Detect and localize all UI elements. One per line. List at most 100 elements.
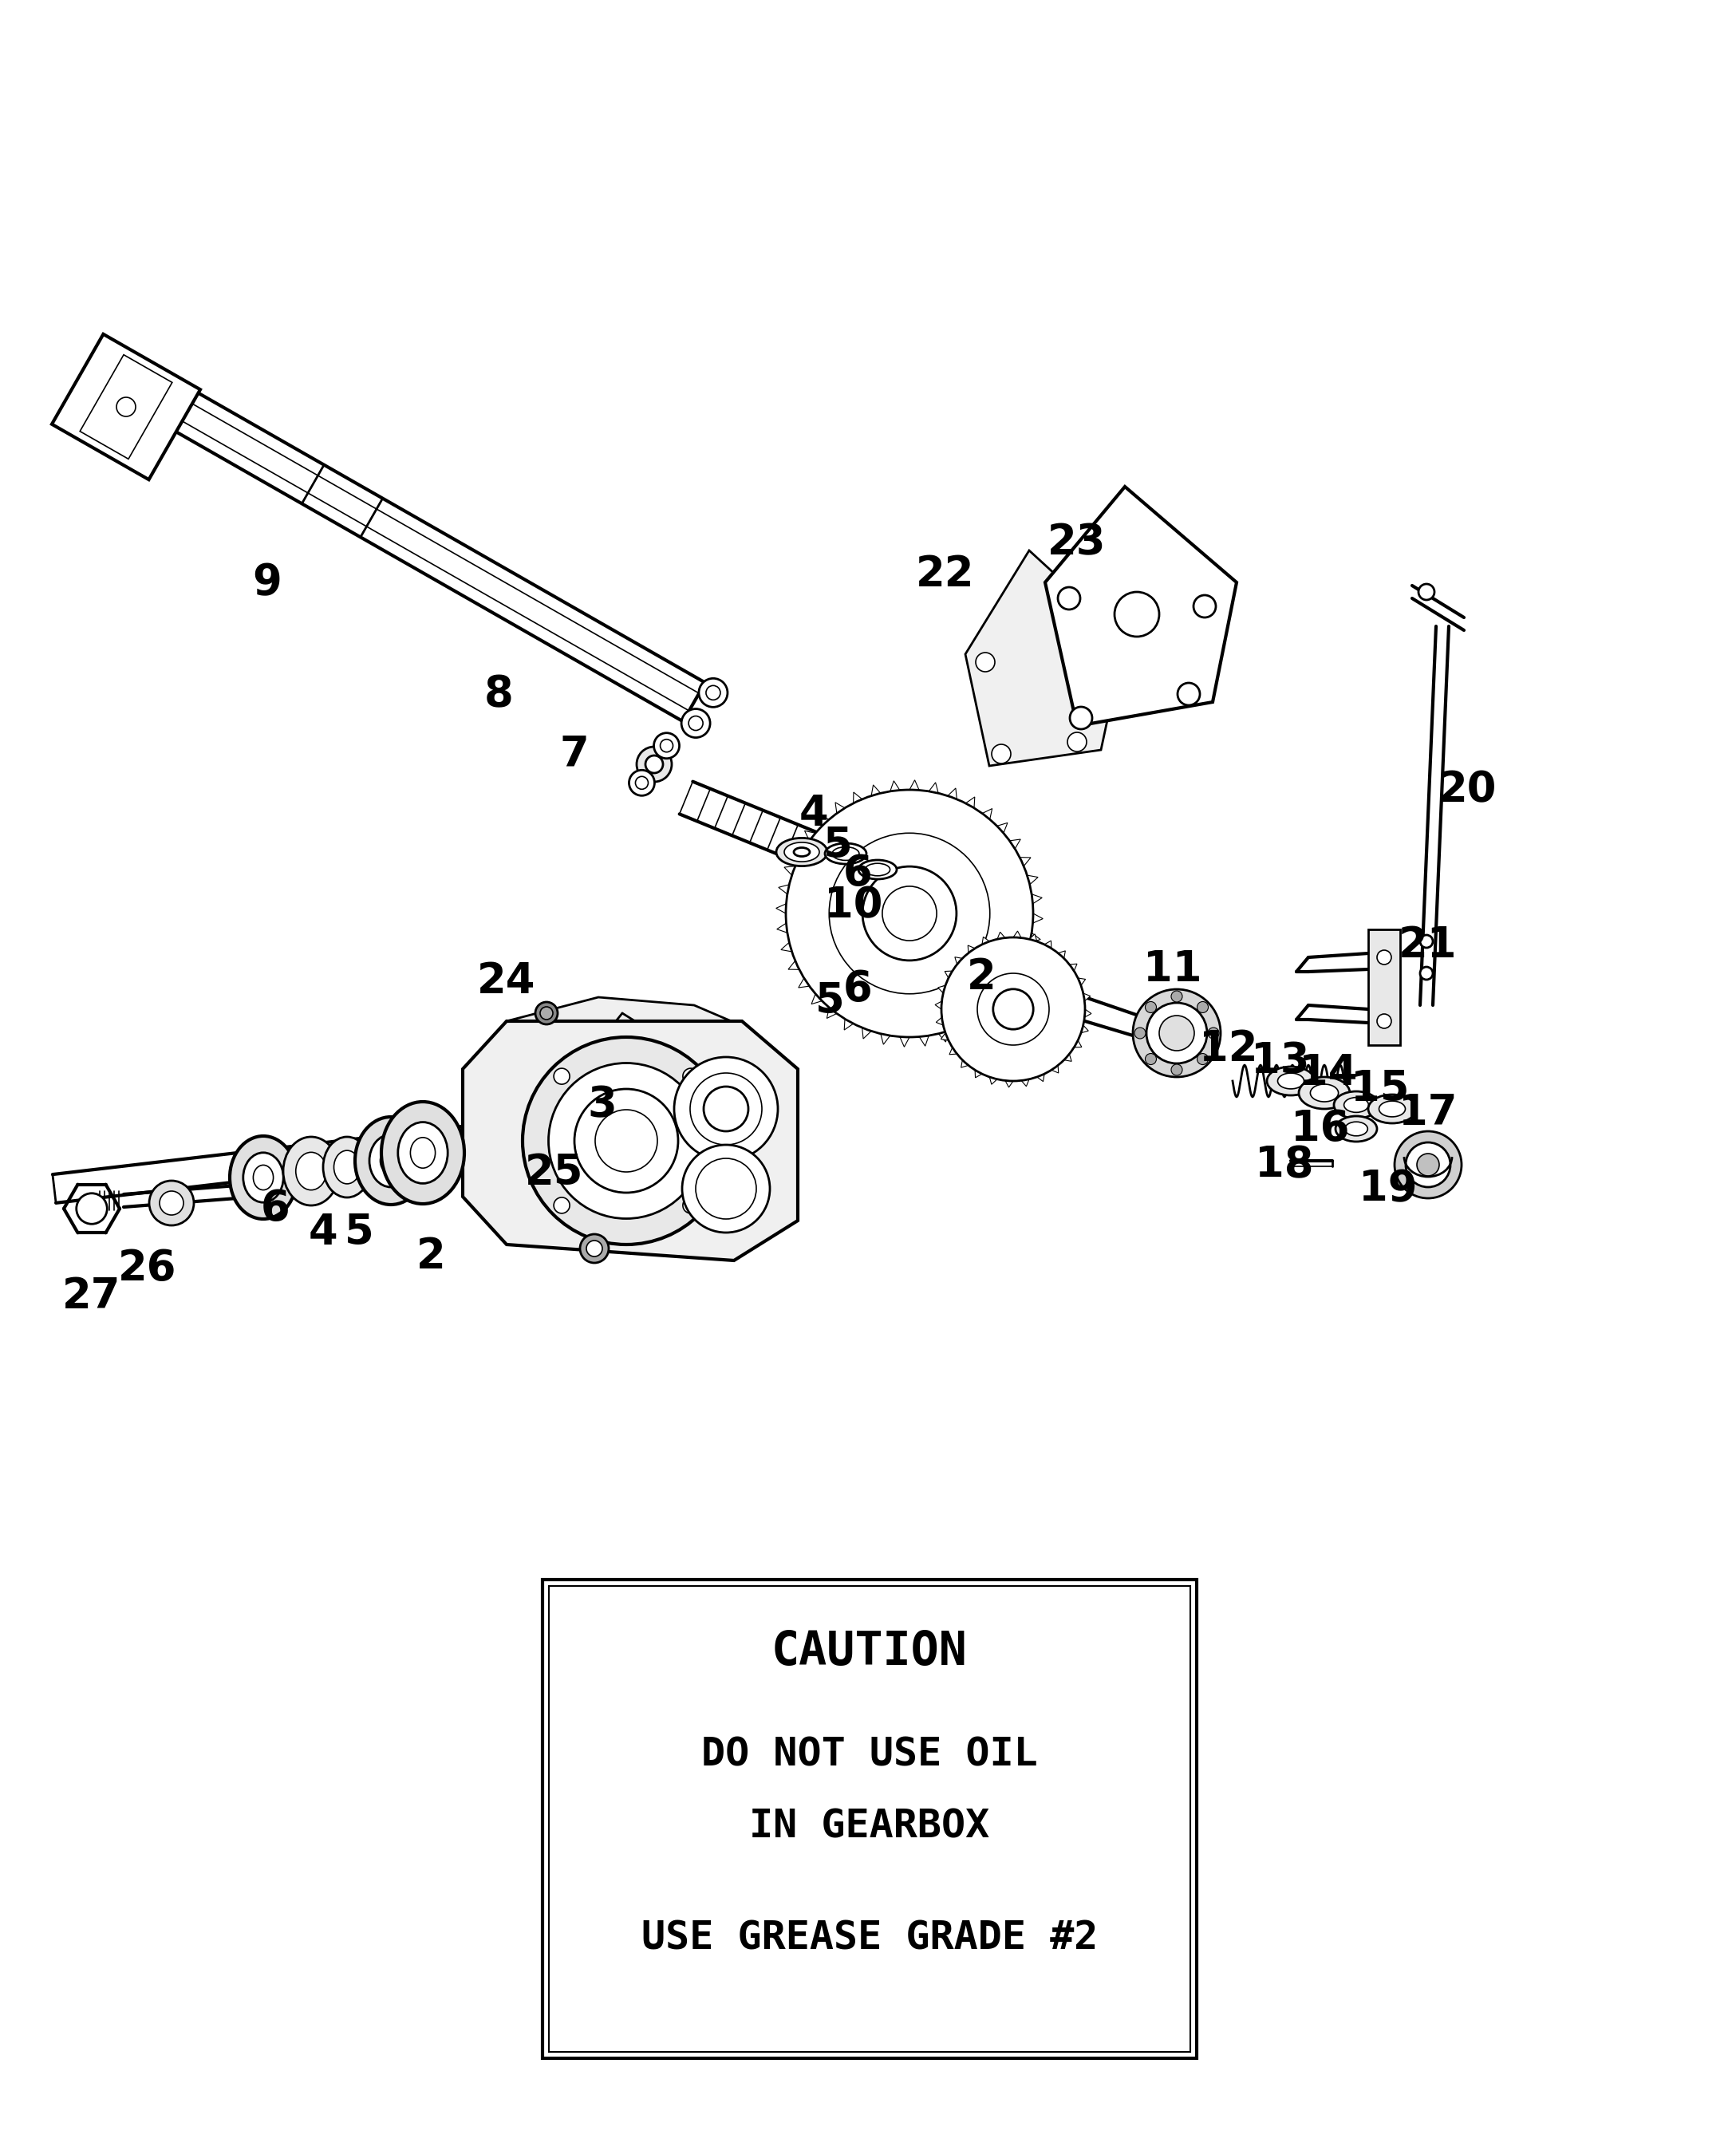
Circle shape bbox=[976, 653, 995, 672]
Circle shape bbox=[1406, 1142, 1450, 1187]
Circle shape bbox=[1194, 595, 1215, 618]
Polygon shape bbox=[1057, 950, 1066, 959]
Text: 2: 2 bbox=[967, 956, 996, 997]
Polygon shape bbox=[1014, 931, 1021, 937]
Circle shape bbox=[689, 715, 703, 730]
Polygon shape bbox=[507, 997, 750, 1030]
Ellipse shape bbox=[776, 838, 828, 866]
Circle shape bbox=[646, 756, 663, 773]
Polygon shape bbox=[1064, 1053, 1071, 1062]
Circle shape bbox=[654, 732, 679, 758]
Polygon shape bbox=[918, 1036, 929, 1047]
Polygon shape bbox=[778, 924, 788, 933]
Text: 5: 5 bbox=[344, 1213, 373, 1254]
Ellipse shape bbox=[253, 1165, 273, 1189]
Circle shape bbox=[991, 745, 1010, 763]
Circle shape bbox=[786, 791, 1033, 1036]
Circle shape bbox=[682, 709, 710, 737]
Polygon shape bbox=[776, 905, 786, 913]
Circle shape bbox=[941, 937, 1085, 1081]
Polygon shape bbox=[936, 1002, 943, 1010]
Ellipse shape bbox=[858, 859, 898, 879]
Polygon shape bbox=[1069, 963, 1076, 971]
Ellipse shape bbox=[356, 1118, 427, 1204]
Polygon shape bbox=[835, 803, 845, 814]
Circle shape bbox=[707, 685, 720, 700]
Ellipse shape bbox=[1344, 1099, 1368, 1111]
Polygon shape bbox=[1078, 978, 1085, 987]
Circle shape bbox=[635, 775, 648, 788]
Polygon shape bbox=[910, 780, 918, 791]
Ellipse shape bbox=[1299, 1077, 1351, 1109]
Ellipse shape bbox=[295, 1152, 326, 1189]
Polygon shape bbox=[793, 849, 804, 857]
Circle shape bbox=[580, 1234, 609, 1262]
Circle shape bbox=[1099, 638, 1118, 655]
Polygon shape bbox=[1029, 935, 1036, 941]
Text: 26: 26 bbox=[118, 1247, 177, 1290]
Bar bbox=[542, 1579, 1196, 2059]
Ellipse shape bbox=[229, 1135, 297, 1219]
Circle shape bbox=[1160, 1015, 1194, 1051]
Polygon shape bbox=[785, 866, 795, 875]
Polygon shape bbox=[976, 1071, 983, 1077]
Ellipse shape bbox=[825, 842, 866, 864]
Polygon shape bbox=[965, 551, 1125, 767]
Circle shape bbox=[863, 866, 957, 961]
Circle shape bbox=[1134, 989, 1220, 1077]
Polygon shape bbox=[937, 987, 946, 993]
Ellipse shape bbox=[865, 864, 891, 877]
Ellipse shape bbox=[1278, 1073, 1304, 1090]
Polygon shape bbox=[990, 1077, 996, 1083]
Circle shape bbox=[700, 679, 727, 707]
Text: 8: 8 bbox=[484, 674, 514, 715]
Text: 16: 16 bbox=[1292, 1107, 1349, 1150]
Polygon shape bbox=[1033, 913, 1043, 924]
Circle shape bbox=[1146, 1004, 1207, 1064]
Ellipse shape bbox=[1335, 1116, 1377, 1142]
Text: 19: 19 bbox=[1359, 1167, 1418, 1208]
Circle shape bbox=[1377, 1015, 1391, 1027]
Polygon shape bbox=[948, 788, 957, 799]
Polygon shape bbox=[969, 946, 976, 952]
Text: 6: 6 bbox=[260, 1187, 290, 1230]
Polygon shape bbox=[990, 1002, 1000, 1012]
Polygon shape bbox=[1003, 987, 1014, 995]
Circle shape bbox=[1198, 1053, 1208, 1064]
Polygon shape bbox=[941, 1034, 948, 1040]
Circle shape bbox=[149, 1180, 194, 1226]
Text: 20: 20 bbox=[1439, 769, 1496, 810]
Ellipse shape bbox=[333, 1150, 359, 1185]
Polygon shape bbox=[871, 784, 880, 795]
Ellipse shape bbox=[382, 1101, 464, 1204]
Polygon shape bbox=[950, 1047, 957, 1055]
Text: 6: 6 bbox=[844, 969, 871, 1010]
Polygon shape bbox=[983, 937, 990, 943]
Text: 22: 22 bbox=[917, 554, 974, 595]
Polygon shape bbox=[1029, 933, 1040, 941]
Polygon shape bbox=[52, 334, 200, 480]
Circle shape bbox=[682, 1068, 700, 1083]
Polygon shape bbox=[788, 961, 799, 969]
Text: 7: 7 bbox=[559, 732, 589, 775]
Polygon shape bbox=[1016, 969, 1026, 978]
Polygon shape bbox=[804, 831, 816, 840]
Circle shape bbox=[1115, 592, 1160, 638]
Text: 6: 6 bbox=[844, 853, 871, 894]
Text: 9: 9 bbox=[253, 562, 281, 603]
Polygon shape bbox=[826, 1008, 837, 1019]
Polygon shape bbox=[880, 1034, 891, 1045]
Ellipse shape bbox=[380, 1148, 401, 1174]
Circle shape bbox=[703, 1086, 748, 1131]
Text: 24: 24 bbox=[477, 961, 536, 1002]
Circle shape bbox=[1198, 1002, 1208, 1012]
Ellipse shape bbox=[323, 1137, 372, 1198]
Circle shape bbox=[637, 747, 672, 782]
Polygon shape bbox=[944, 971, 953, 978]
Polygon shape bbox=[1075, 1040, 1082, 1047]
Circle shape bbox=[993, 989, 1033, 1030]
Text: 4: 4 bbox=[309, 1213, 339, 1254]
Polygon shape bbox=[1024, 952, 1035, 961]
Text: USE GREASE GRADE #2: USE GREASE GRADE #2 bbox=[641, 1919, 1097, 1958]
Text: IN GEARBOX: IN GEARBOX bbox=[750, 1807, 990, 1846]
